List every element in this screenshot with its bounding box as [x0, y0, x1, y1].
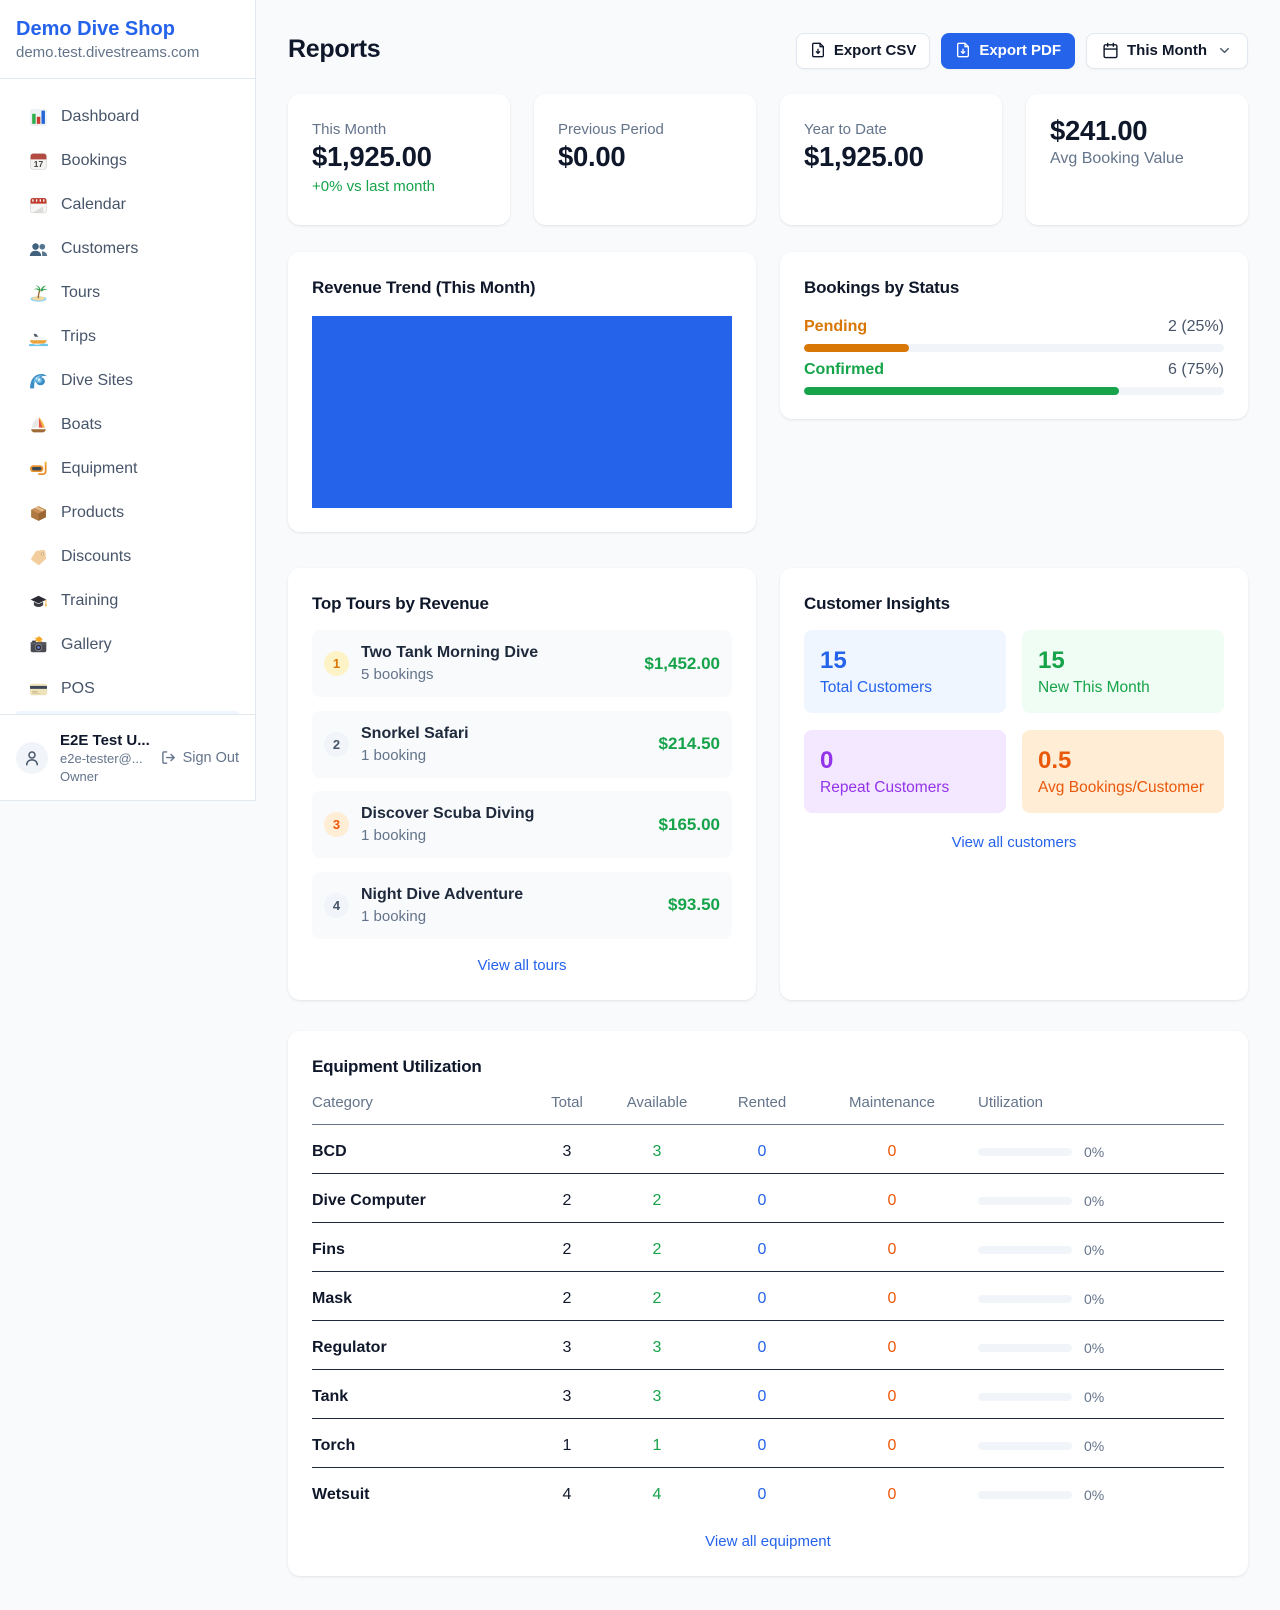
svg-text:17: 17: [33, 158, 43, 168]
